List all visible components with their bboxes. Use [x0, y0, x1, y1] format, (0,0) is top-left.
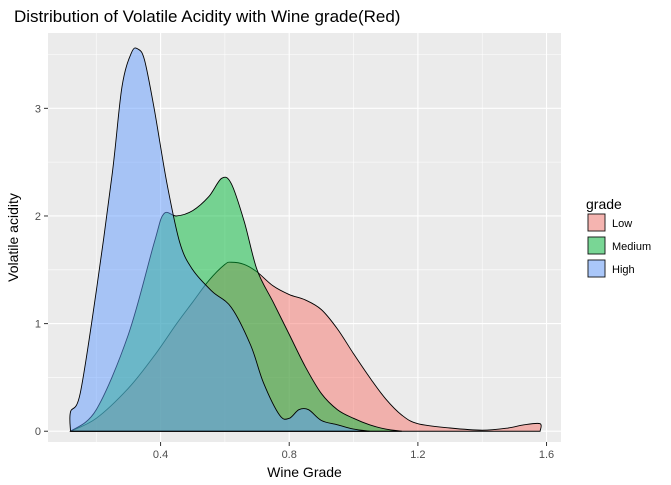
y-tick-label: 3	[35, 103, 41, 115]
legend: grade Low Medium High	[586, 196, 651, 278]
legend-key-low	[587, 213, 606, 232]
y-axis-title: Volatile acidity	[5, 193, 21, 282]
legend-label-low: Low	[612, 218, 632, 230]
legend-key-medium	[587, 236, 606, 255]
legend-label-medium: Medium	[612, 241, 651, 253]
x-tick-label: 0.8	[282, 449, 297, 461]
legend-title: grade	[586, 196, 622, 212]
axis-ticks: 0.4 0.8 1.2 1.6 0 1 2 3	[35, 103, 554, 461]
x-axis-title: Wine Grade	[267, 464, 342, 480]
x-tick-label: 1.6	[539, 449, 554, 461]
density-areas	[69, 47, 542, 432]
y-tick-label: 2	[35, 211, 41, 223]
chart-title: Distribution of Volatile Acidity with Wi…	[14, 7, 400, 26]
legend-label-high: High	[612, 264, 635, 276]
x-tick-label: 0.4	[153, 449, 168, 461]
x-tick-label: 1.2	[410, 449, 425, 461]
legend-key-high	[587, 259, 606, 278]
y-tick-label: 1	[35, 319, 41, 331]
y-tick-label: 0	[35, 426, 41, 438]
density-area-high	[69, 47, 370, 432]
